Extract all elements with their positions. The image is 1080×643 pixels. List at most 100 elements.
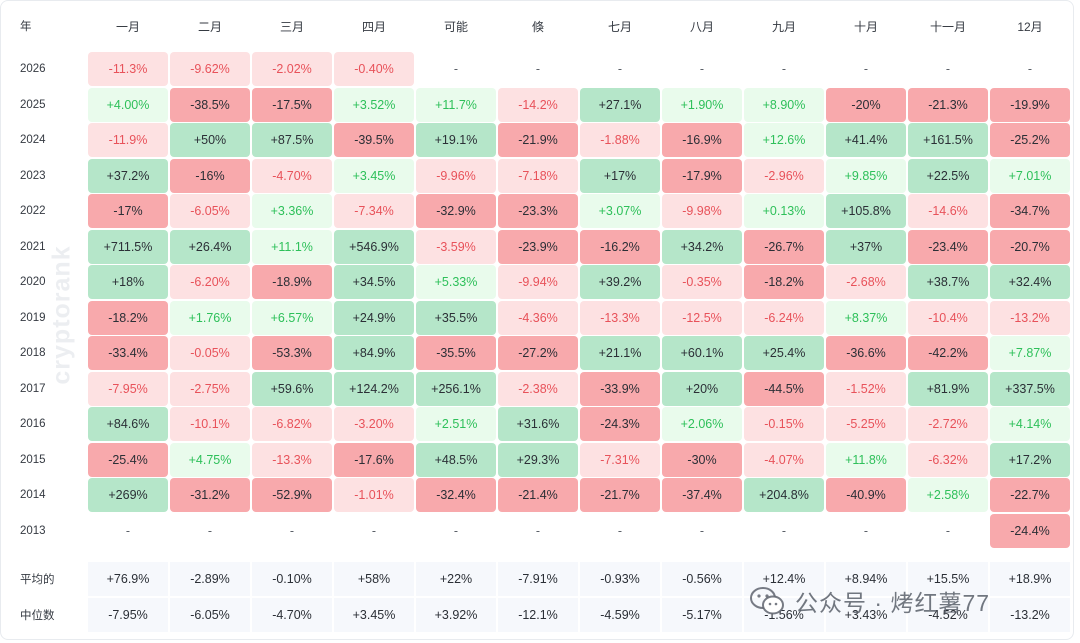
- heat-cell: +3.45%: [334, 158, 414, 193]
- heat-cell: +31.6%: [498, 407, 578, 441]
- heat-cell: +11.1%: [252, 229, 332, 264]
- heat-cell: +711.5%: [88, 229, 168, 264]
- row-year-label: 2025: [20, 98, 46, 111]
- heat-cell: -: [617, 62, 623, 76]
- summary-cell: -2.89%: [170, 562, 250, 596]
- heat-cell: +7.01%: [990, 158, 1070, 193]
- heat-cell: -53.3%: [252, 336, 332, 370]
- heat-cell: -24.4%: [990, 513, 1070, 548]
- heat-cell: +2.51%: [416, 407, 496, 441]
- heat-cell: -27.2%: [498, 336, 578, 370]
- heat-cell: -3.59%: [416, 229, 496, 264]
- heat-cell: -16.2%: [580, 229, 660, 264]
- heat-cell: -20%: [826, 87, 906, 122]
- heat-cell: +26.4%: [170, 229, 250, 264]
- heat-cell: -0.35%: [662, 265, 742, 299]
- heat-cell: -23.3%: [498, 194, 578, 228]
- heat-cell: +60.1%: [662, 336, 742, 370]
- heat-cell: -17.5%: [252, 87, 332, 122]
- heat-cell: -1.52%: [826, 371, 906, 406]
- heat-cell: -7.18%: [498, 158, 578, 193]
- column-header: 二月: [197, 19, 222, 34]
- heat-cell: -35.5%: [416, 336, 496, 370]
- heat-cell: +161.5%: [908, 123, 988, 157]
- summary-cell: -4.52%: [908, 597, 988, 632]
- heat-cell: -0.05%: [170, 336, 250, 370]
- heat-cell: -38.5%: [170, 87, 250, 122]
- column-header: 十一月: [929, 19, 966, 34]
- heat-cell: -2.38%: [498, 371, 578, 406]
- heat-cell: -25.2%: [990, 123, 1070, 157]
- row-year-label: 2017: [20, 382, 46, 395]
- heat-cell: -44.5%: [744, 371, 824, 406]
- heat-cell: -: [371, 523, 377, 538]
- heat-cell: -40.9%: [826, 478, 906, 512]
- heat-cell: +39.2%: [580, 265, 660, 299]
- heat-cell: +3.36%: [252, 194, 332, 228]
- heat-cell: +7.87%: [990, 336, 1070, 370]
- heat-cell: -21.7%: [580, 478, 660, 512]
- heat-cell: -11.9%: [88, 123, 168, 157]
- heat-cell: -32.4%: [416, 478, 496, 512]
- heat-cell: +124.2%: [334, 371, 414, 406]
- heat-cell: +22.5%: [908, 158, 988, 193]
- row-year-label: 2015: [20, 453, 46, 466]
- summary-cell: -7.91%: [498, 562, 578, 596]
- heat-cell: +6.57%: [252, 300, 332, 335]
- heat-cell: -: [453, 62, 459, 76]
- heat-cell: -11.3%: [88, 52, 168, 86]
- heat-cell: -17.9%: [662, 158, 742, 193]
- heat-cell: -: [453, 523, 459, 538]
- heat-cell: +2.58%: [908, 478, 988, 512]
- heat-cell: -16.9%: [662, 123, 742, 157]
- row-year-label: 2022: [20, 205, 46, 217]
- heat-cell: -24.3%: [580, 407, 660, 441]
- heat-cell: -14.6%: [908, 194, 988, 228]
- heat-cell: -: [125, 523, 131, 538]
- heat-cell: -: [1027, 62, 1033, 76]
- heat-cell: +105.8%: [826, 194, 906, 228]
- column-header: 可能: [443, 19, 468, 34]
- row-year-label: 2016: [20, 418, 46, 430]
- summary-cell: +76.9%: [88, 562, 168, 596]
- heat-cell: -34.7%: [990, 194, 1070, 228]
- heat-cell: -1.88%: [580, 123, 660, 157]
- heat-cell: -3.20%: [334, 407, 414, 441]
- heat-cell: -22.7%: [990, 478, 1070, 512]
- heat-cell: -21.9%: [498, 123, 578, 157]
- heat-cell: -2.02%: [252, 52, 332, 86]
- heat-cell: +29.3%: [498, 442, 578, 477]
- heat-cell: -6.24%: [744, 300, 824, 335]
- heat-cell: -: [699, 62, 705, 76]
- heat-cell: -: [699, 523, 705, 538]
- row-year-label: 2018: [20, 347, 46, 359]
- column-header: 八月: [689, 19, 714, 34]
- heat-cell: -6.82%: [252, 407, 332, 441]
- heat-cell: +269%: [88, 478, 168, 512]
- heat-cell: +17.2%: [990, 442, 1070, 477]
- heat-cell: -20.7%: [990, 229, 1070, 264]
- summary-row-label: 中位数: [20, 609, 55, 622]
- heat-cell: -: [945, 523, 951, 538]
- heat-cell: +5.33%: [416, 265, 496, 299]
- column-header: 九月: [771, 19, 796, 34]
- heat-cell: +34.5%: [334, 265, 414, 299]
- heat-cell: +3.52%: [334, 87, 414, 122]
- heat-cell: -: [535, 62, 541, 76]
- summary-cell: -0.10%: [252, 562, 332, 596]
- heat-cell: +34.2%: [662, 229, 742, 264]
- heat-cell: -6.20%: [170, 265, 250, 299]
- heat-cell: -13.3%: [580, 300, 660, 335]
- summary-cell: -6.05%: [170, 597, 250, 632]
- heat-cell: -5.25%: [826, 407, 906, 441]
- heat-cell: -17%: [88, 194, 168, 228]
- heat-cell: +2.06%: [662, 407, 742, 441]
- heat-cell: +37.2%: [88, 158, 168, 193]
- summary-cell: +12.4%: [744, 562, 824, 596]
- heat-cell: -2.75%: [170, 371, 250, 406]
- heat-cell: -2.96%: [744, 158, 824, 193]
- heat-cell: +32.4%: [990, 265, 1070, 299]
- heat-cell: -: [781, 62, 787, 76]
- heat-cell: -18.2%: [88, 300, 168, 335]
- column-header: 倏: [531, 19, 544, 34]
